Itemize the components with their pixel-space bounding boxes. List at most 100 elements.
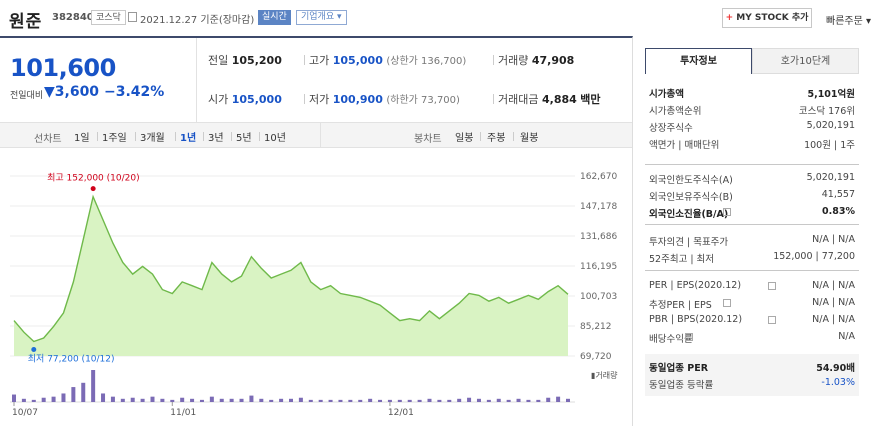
volume-bar [516, 398, 521, 402]
volume-bar [21, 398, 26, 402]
divider [175, 132, 176, 141]
divider [259, 132, 260, 141]
y-tick-label: 69,720 [580, 352, 612, 362]
corp-info-button[interactable]: 기업개요 ▾ [296, 10, 347, 25]
info-row-value: 5,020,191 [806, 172, 855, 183]
volume-legend: ▮거래량 [591, 370, 618, 380]
y-tick-label: 85,212 [580, 322, 612, 332]
volume-bar [199, 399, 204, 402]
add-my-stock-button[interactable]: + MY STOCK 추가 [722, 8, 812, 28]
tab-order-book[interactable]: 호가10단계 [752, 48, 859, 74]
period-10y[interactable]: 10년 [264, 133, 286, 144]
info-row-label: 동일업종 등락률 [649, 380, 714, 391]
info-row-value: 0.83% [822, 206, 855, 217]
divider [480, 132, 481, 141]
add-my-stock-label: MY STOCK 추가 [736, 13, 809, 23]
info-row-value: 100원 | 1주 [804, 140, 855, 151]
stock-name: 원준 [9, 12, 43, 32]
volume-bar [219, 398, 224, 402]
volume-bar [506, 399, 511, 402]
info-icon[interactable] [723, 299, 732, 307]
volume-bar [91, 370, 96, 402]
trade-amount: 거래대금 4,884 백만 [489, 91, 601, 107]
info-icon[interactable] [768, 282, 777, 290]
chevron-down-icon: ▾ [337, 12, 342, 22]
candle-daily[interactable]: 일봉 [455, 133, 474, 144]
divider [135, 132, 136, 141]
volume-bar [160, 398, 165, 402]
info-icon[interactable] [685, 333, 693, 341]
period-1y[interactable]: 1년 [180, 133, 197, 144]
day-high-label: 고가 [309, 54, 330, 67]
candle-chart-label: 봉차트 [414, 134, 442, 145]
volume-bar [130, 397, 135, 402]
info-row: 상장주식수 5,020,191 [649, 120, 855, 135]
info-row-value: N/A [838, 331, 855, 342]
info-row-label: 배당수익률 [649, 334, 693, 345]
info-row: 액면가 | 매매단위 100원 | 1주 [649, 137, 855, 152]
volume-bar [447, 399, 452, 402]
info-row: 외국인소진율(B/A) 0.83% [649, 206, 855, 221]
volume-bar [269, 399, 274, 402]
volume-bar [110, 396, 115, 402]
x-tick-label: 11/01 [170, 408, 196, 418]
info-row: 배당수익률 N/A [649, 331, 855, 346]
volume-bar [81, 382, 86, 402]
info-row: PBR | BPS(2020.12) N/A | N/A [649, 314, 855, 329]
y-tick-label: 116,195 [580, 262, 617, 272]
volume-bar [239, 398, 244, 402]
info-row-value: 5,101억원 [807, 89, 855, 100]
volume-bar [61, 393, 66, 402]
info-row-label: 동일업종 PER [649, 363, 709, 374]
info-row-value: 54.90배 [816, 363, 855, 374]
trade-amount-value: 4,884 [541, 93, 577, 106]
candle-monthly[interactable]: 월봉 [520, 133, 539, 144]
candle-weekly[interactable]: 주봉 [487, 133, 506, 144]
day-low-label: 저가 [309, 93, 330, 106]
period-5y[interactable]: 5년 [236, 133, 252, 144]
volume-bar [546, 397, 551, 402]
x-tick-label: 10/07 [12, 408, 38, 418]
tab-investment-info[interactable]: 투자정보 [645, 48, 752, 74]
info-row: 추정PER | EPS N/A | N/A [649, 297, 855, 312]
base-date: 2021.12.27 기준(장마감) [140, 15, 255, 26]
industry-summary [645, 354, 859, 396]
price-chart[interactable]: 162,670 147,178 131,686 116,195 100,703 85,21… [0, 140, 632, 426]
info-icon[interactable] [768, 316, 777, 324]
period-1d[interactable]: 1일 [74, 133, 90, 144]
volume-bar [338, 399, 343, 402]
volume-bar [417, 399, 422, 402]
volume-bar [378, 399, 383, 402]
info-row-label: 외국인소진율(B/A) [649, 209, 729, 220]
corp-info-label: 기업개요 [301, 12, 335, 22]
y-tick-label: 131,686 [580, 232, 617, 242]
prev-close-label: 전일 [208, 54, 229, 67]
period-toolbar: 선차트 1일 1주일 3개월 1년 3년 5년 10년 봉차트 일봉 주봉 월봉 [0, 122, 632, 148]
info-row: PER | EPS(2020.12) N/A | N/A [649, 280, 855, 295]
info-row-label: 추정PER | EPS [649, 300, 712, 311]
period-1w[interactable]: 1주일 [102, 133, 127, 144]
volume-bar [536, 399, 541, 402]
realtime-badge[interactable]: 실시간 [258, 10, 291, 25]
quick-order-button[interactable]: 빠른주문 ▾ [826, 12, 871, 27]
trade-amount-label: 거래대금 [498, 93, 539, 106]
volume-bar [249, 395, 254, 402]
period-3y[interactable]: 3년 [208, 133, 224, 144]
info-icon[interactable] [723, 208, 732, 216]
period-3m[interactable]: 3개월 [140, 133, 165, 144]
volume: 거래량 47,908 [489, 52, 574, 68]
lower-limit: (하한가 73,700) [386, 95, 460, 106]
calendar-icon [128, 12, 137, 22]
info-tabs: 투자정보 호가10단계 [645, 48, 859, 74]
volume-bar [209, 396, 214, 402]
volume-bar [279, 398, 284, 402]
info-row: 52주최고 | 최저 152,000 | 77,200 [649, 251, 855, 266]
divider [645, 164, 859, 165]
volume-bar [566, 398, 570, 402]
open-price-value: 105,000 [231, 93, 282, 106]
info-row-value: 152,000 | 77,200 [773, 251, 855, 262]
divider [493, 55, 494, 65]
info-row-value: -1.03% [821, 377, 855, 388]
volume-bar [170, 399, 175, 402]
info-row: 시가총액순위 코스닥 176위 [649, 103, 855, 118]
